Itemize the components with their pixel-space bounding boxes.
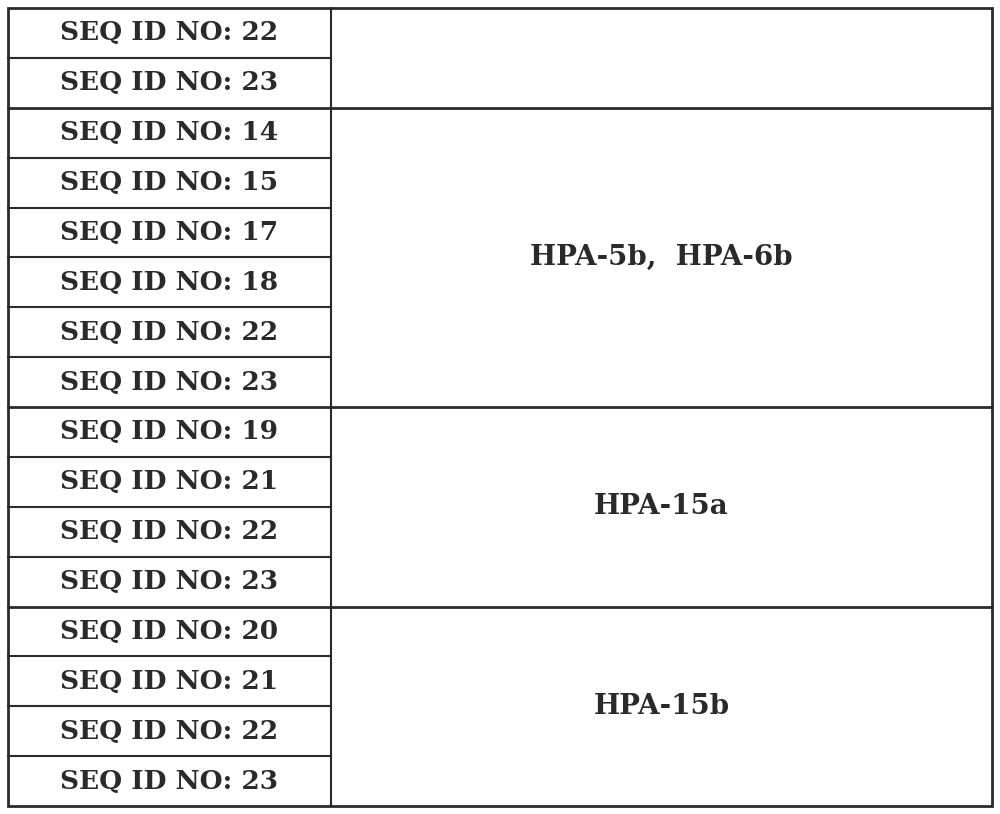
Text: SEQ ID NO: 22: SEQ ID NO: 22 xyxy=(60,719,278,744)
Text: SEQ ID NO: 22: SEQ ID NO: 22 xyxy=(60,320,278,344)
Text: SEQ ID NO: 23: SEQ ID NO: 23 xyxy=(60,370,278,395)
Text: SEQ ID NO: 21: SEQ ID NO: 21 xyxy=(60,669,278,694)
Text: SEQ ID NO: 17: SEQ ID NO: 17 xyxy=(60,220,278,245)
Text: SEQ ID NO: 18: SEQ ID NO: 18 xyxy=(60,269,278,295)
Text: SEQ ID NO: 22: SEQ ID NO: 22 xyxy=(60,20,278,46)
Text: SEQ ID NO: 23: SEQ ID NO: 23 xyxy=(60,768,278,794)
Text: SEQ ID NO: 22: SEQ ID NO: 22 xyxy=(60,519,278,545)
Text: HPA-15b: HPA-15b xyxy=(593,693,729,720)
Text: SEQ ID NO: 20: SEQ ID NO: 20 xyxy=(60,619,278,644)
Text: SEQ ID NO: 23: SEQ ID NO: 23 xyxy=(60,70,278,95)
Text: HPA-15a: HPA-15a xyxy=(594,493,729,520)
Text: HPA-5b,  HPA-6b: HPA-5b, HPA-6b xyxy=(530,244,793,271)
Text: SEQ ID NO: 19: SEQ ID NO: 19 xyxy=(60,419,278,444)
Text: SEQ ID NO: 15: SEQ ID NO: 15 xyxy=(60,170,278,195)
Text: SEQ ID NO: 14: SEQ ID NO: 14 xyxy=(60,120,279,145)
Text: SEQ ID NO: 23: SEQ ID NO: 23 xyxy=(60,569,278,594)
Text: SEQ ID NO: 21: SEQ ID NO: 21 xyxy=(60,470,278,494)
